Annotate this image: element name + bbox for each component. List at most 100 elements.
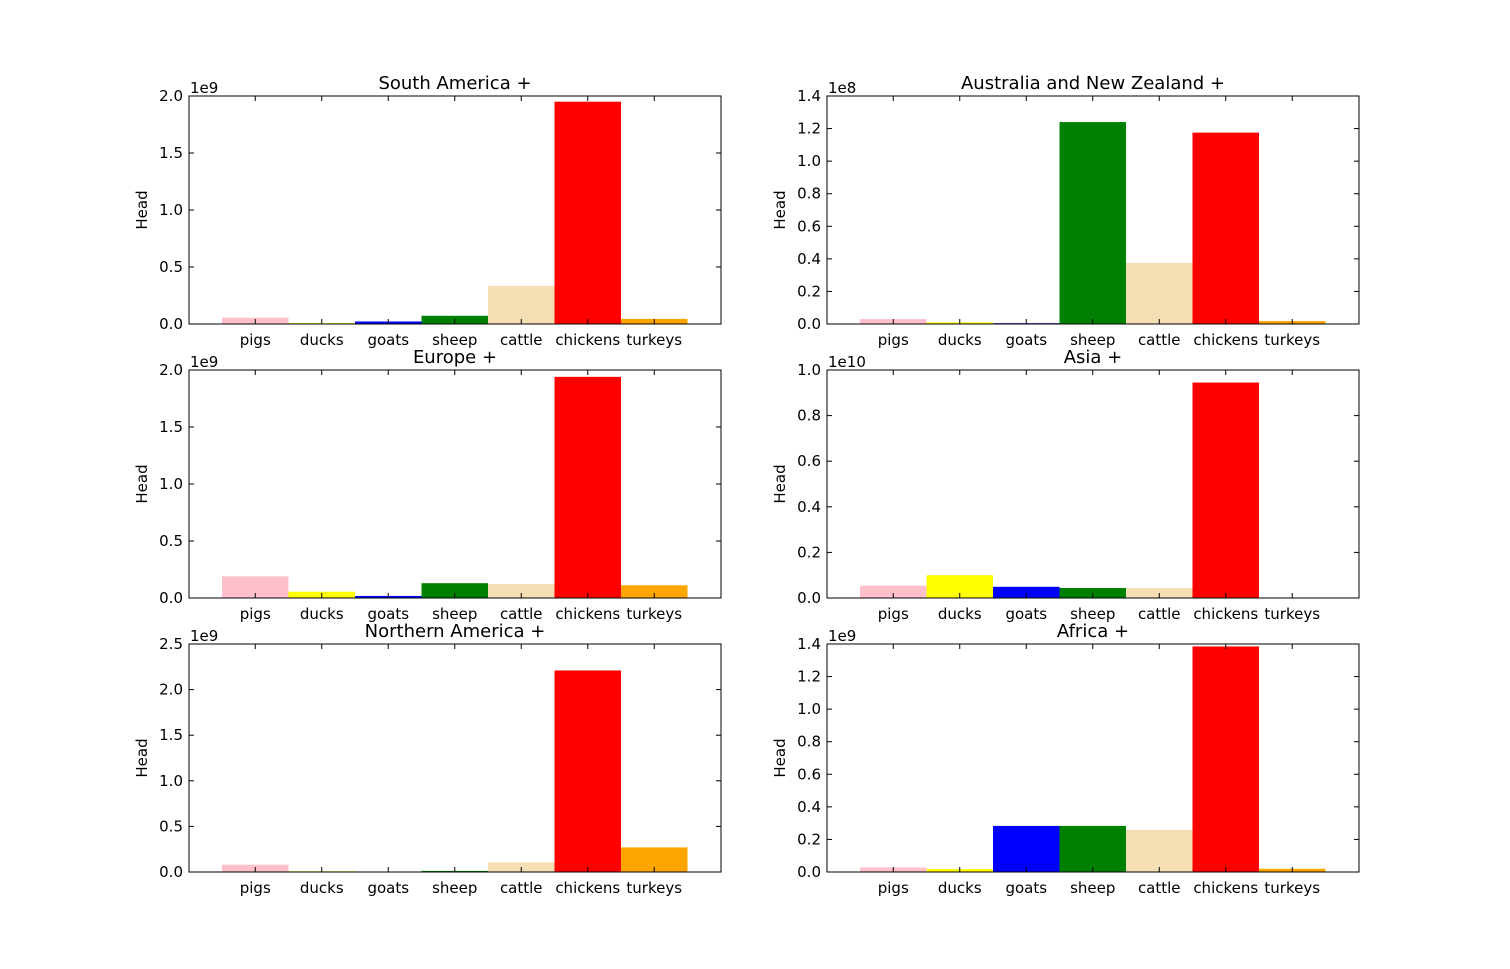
x-tick-label-chickens: chickens <box>1193 605 1258 623</box>
x-tick-label-ducks: ducks <box>938 605 982 623</box>
y-tick-label: 1.0 <box>797 700 821 718</box>
chart-panel-0: 0.0 0.5 1.0 1.5 2.0 pigs ducks goats sheep cattle… <box>133 73 722 349</box>
y-multiplier-label: 1e10 <box>828 353 866 371</box>
y-tick-label: 2.0 <box>159 87 183 105</box>
y-tick-label: 0.8 <box>797 733 821 751</box>
y-tick-label: 0.0 <box>797 863 821 881</box>
bar-cattle <box>1126 587 1193 598</box>
y-tick-label: 1.5 <box>159 418 183 436</box>
bar-sheep <box>1059 825 1126 872</box>
x-tick-label-cattle: cattle <box>500 605 543 623</box>
y-tick-label: 0.6 <box>797 452 821 470</box>
bar-sheep <box>421 583 488 598</box>
x-tick-label-cattle: cattle <box>1138 331 1181 349</box>
x-tick-label-turkeys: turkeys <box>626 879 682 897</box>
bar-goats <box>993 586 1060 598</box>
x-tick-label-goats: goats <box>1005 605 1047 623</box>
x-tick-label-pigs: pigs <box>240 879 271 897</box>
y-tick-label: 0.8 <box>797 185 821 203</box>
bar-cattle <box>488 285 555 324</box>
plot-frame <box>188 369 722 599</box>
bar-goats <box>993 825 1060 872</box>
x-tick-label-sheep: sheep <box>1070 331 1115 349</box>
x-tick-label-turkeys: turkeys <box>1264 879 1320 897</box>
y-tick-label: 1.5 <box>159 726 183 744</box>
y-axis-label: Head <box>771 190 789 229</box>
x-tick-label-goats: goats <box>367 605 409 623</box>
x-tick-label-sheep: sheep <box>1070 605 1115 623</box>
bar-turkeys <box>621 585 688 598</box>
y-multiplier-label: 1e9 <box>190 79 218 97</box>
y-tick-label: 0.2 <box>797 543 821 561</box>
x-tick-label-ducks: ducks <box>938 879 982 897</box>
x-tick-label-pigs: pigs <box>878 879 909 897</box>
y-tick-label: 1.0 <box>159 475 183 493</box>
x-tick-label-pigs: pigs <box>240 331 271 349</box>
bar-pigs <box>860 585 927 598</box>
x-tick-label-sheep: sheep <box>432 331 477 349</box>
x-tick-label-turkeys: turkeys <box>1264 331 1320 349</box>
y-tick-label: 0.4 <box>797 798 821 816</box>
y-tick-label: 0.2 <box>797 830 821 848</box>
chart-title: South America + <box>378 73 531 94</box>
x-tick-label-goats: goats <box>367 879 409 897</box>
x-tick-label-cattle: cattle <box>500 331 543 349</box>
chart-title: Europe + <box>413 347 497 368</box>
y-tick-label: 1.4 <box>797 635 821 653</box>
bar-chickens <box>554 376 621 598</box>
x-tick-label-ducks: ducks <box>300 879 344 897</box>
chart-panel-3: 0.0 0.2 0.4 0.6 0.8 1.0 pigs ducks goats sheep cat… <box>771 347 1360 623</box>
y-axis-label: Head <box>133 738 151 777</box>
bar-chickens <box>554 670 621 872</box>
chart-panel-2: 0.0 0.5 1.0 1.5 2.0 pigs ducks goats sheep cattle… <box>133 347 722 623</box>
x-tick-label-sheep: sheep <box>432 879 477 897</box>
bar-cattle <box>488 584 555 598</box>
y-axis-label: Head <box>133 464 151 503</box>
y-tick-label: 0.0 <box>159 315 183 333</box>
chart-panel-4: 0.0 0.5 1.0 1.5 2.0 2.5 pigs ducks goats sheep cat… <box>133 621 722 897</box>
y-axis-label: Head <box>771 738 789 777</box>
y-axis-label: Head <box>771 464 789 503</box>
bar-chickens <box>1192 132 1259 324</box>
x-tick-label-cattle: cattle <box>500 879 543 897</box>
x-tick-label-chickens: chickens <box>1193 331 1258 349</box>
chart-title: Northern America + <box>365 621 546 642</box>
x-tick-label-chickens: chickens <box>555 879 620 897</box>
y-tick-label: 1.4 <box>797 87 821 105</box>
y-tick-label: 2.0 <box>159 681 183 699</box>
chart-title: Asia + <box>1064 347 1123 368</box>
y-tick-label: 0.5 <box>159 817 183 835</box>
bar-cattle <box>1126 262 1193 324</box>
x-tick-label-chickens: chickens <box>1193 879 1258 897</box>
bar-ducks <box>926 575 993 598</box>
x-tick-label-ducks: ducks <box>938 331 982 349</box>
x-tick-label-turkeys: turkeys <box>1264 605 1320 623</box>
plot-frame <box>826 369 1360 599</box>
y-tick-label: 0.5 <box>159 258 183 276</box>
x-tick-label-goats: goats <box>1005 331 1047 349</box>
y-tick-label: 1.0 <box>797 152 821 170</box>
y-tick-label: 1.0 <box>159 772 183 790</box>
chart-panel-5: 0.0 0.2 0.4 0.6 0.8 1.0 1.2 1.4 pigs ducks goats sh… <box>771 621 1360 897</box>
y-tick-label: 2.0 <box>159 361 183 379</box>
bar-pigs <box>222 576 289 598</box>
y-tick-label: 0.8 <box>797 407 821 425</box>
y-tick-label: 0.0 <box>159 589 183 607</box>
x-tick-label-cattle: cattle <box>1138 605 1181 623</box>
y-tick-label: 0.0 <box>797 315 821 333</box>
y-multiplier-label: 1e9 <box>190 627 218 645</box>
bar-chickens <box>1192 382 1259 598</box>
y-tick-label: 1.0 <box>797 361 821 379</box>
x-tick-label-pigs: pigs <box>878 331 909 349</box>
y-multiplier-label: 1e9 <box>190 353 218 371</box>
x-tick-label-chickens: chickens <box>555 605 620 623</box>
chart-panel-1: 0.0 0.2 0.4 0.6 0.8 1.0 1.2 1.4 pigs ducks goats sh… <box>771 73 1360 349</box>
y-axis-label: Head <box>133 190 151 229</box>
x-tick-label-ducks: ducks <box>300 331 344 349</box>
x-tick-label-pigs: pigs <box>240 605 271 623</box>
x-tick-label-turkeys: turkeys <box>626 331 682 349</box>
y-tick-label: 2.5 <box>159 635 183 653</box>
y-multiplier-label: 1e9 <box>828 627 856 645</box>
x-tick-label-chickens: chickens <box>555 331 620 349</box>
